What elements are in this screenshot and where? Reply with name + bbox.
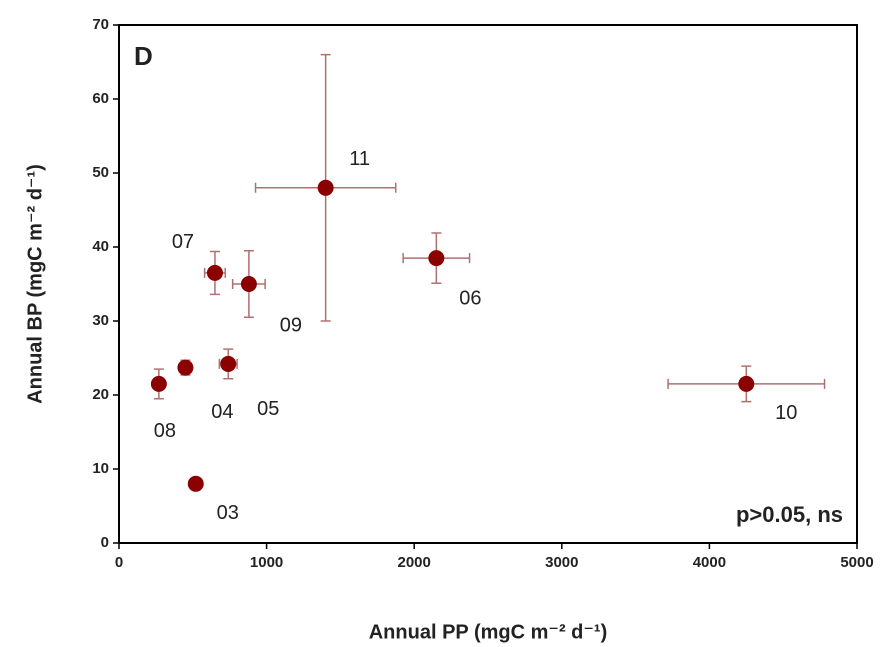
- point-label: 03: [217, 502, 239, 524]
- point-label: 06: [459, 287, 481, 309]
- panel-letter: D: [134, 41, 153, 71]
- y-tick-label: 0: [101, 534, 109, 551]
- point: [150, 375, 167, 392]
- point-label: 05: [257, 398, 279, 420]
- point-label: 07: [172, 231, 194, 253]
- plot-frame: [118, 24, 858, 544]
- point-label: 10: [775, 402, 797, 424]
- point: [220, 355, 237, 372]
- point-label: 09: [280, 314, 302, 336]
- point: [738, 375, 755, 392]
- annotation: p>0.05, ns: [736, 502, 843, 527]
- point: [428, 250, 445, 267]
- x-tick-label: 4000: [693, 554, 726, 571]
- x-axis-label: Annual PP (mgC m⁻² d⁻¹): [369, 621, 608, 643]
- point-label: 11: [349, 148, 370, 170]
- y-axis-label: Annual BP (mgC m⁻² d⁻¹): [24, 164, 46, 404]
- x-tick-label: 3000: [545, 554, 578, 571]
- y-tick-label: 40: [92, 238, 109, 255]
- x-tick-label: 5000: [840, 554, 873, 571]
- point: [240, 276, 257, 292]
- point: [177, 359, 194, 376]
- x-tick-label: 2000: [398, 554, 431, 571]
- y-tick-label: 10: [92, 460, 109, 477]
- y-tick-label: 20: [92, 386, 109, 403]
- point: [187, 475, 204, 492]
- point: [317, 179, 334, 196]
- y-tick-label: 60: [92, 90, 109, 107]
- y-tick-label: 70: [92, 16, 109, 33]
- point: [206, 264, 223, 281]
- point-label: 04: [211, 401, 233, 423]
- x-tick-label: 1000: [250, 554, 283, 571]
- point-label: 08: [154, 420, 176, 442]
- y-tick-label: 30: [92, 312, 109, 329]
- x-tick-label: 0: [115, 554, 123, 571]
- y-tick-label: 50: [92, 164, 109, 181]
